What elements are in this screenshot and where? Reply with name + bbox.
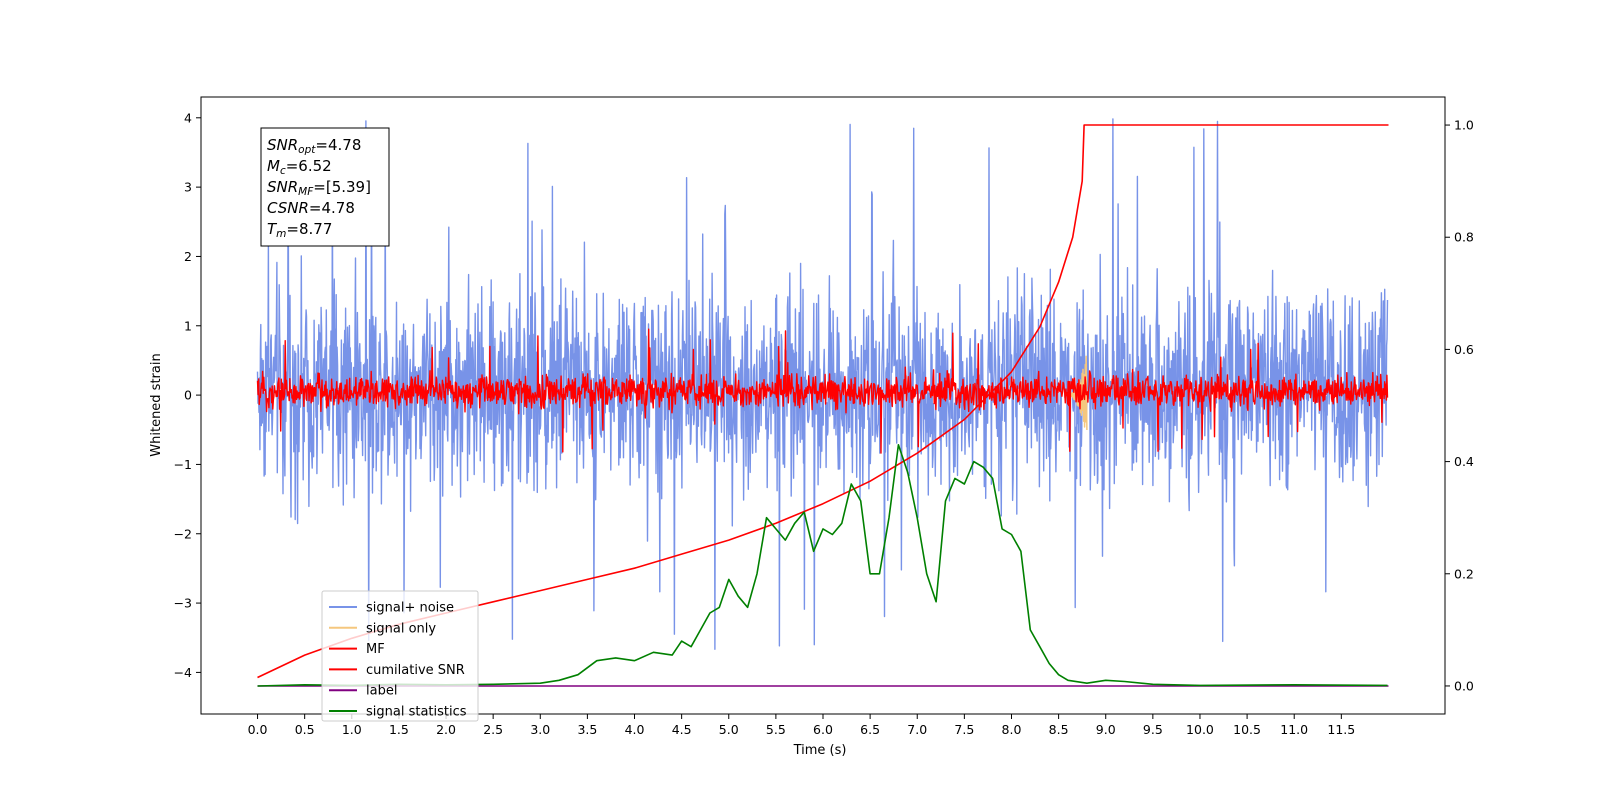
x-tick-label: 1.0 xyxy=(342,722,362,737)
legend-label-signal-only: signal only xyxy=(366,621,436,636)
annotation-line: SNRMF=[5.39] xyxy=(267,178,371,198)
x-tick-label: 11.5 xyxy=(1327,722,1355,737)
x-tick-label: 0.0 xyxy=(248,722,268,737)
legend-label-label: label xyxy=(366,684,397,699)
x-tick-label: 5.0 xyxy=(719,722,739,737)
x-tick-label: 7.0 xyxy=(907,722,927,737)
series-mf-line xyxy=(256,328,1389,454)
annotation-line: Tm=8.77 xyxy=(267,220,332,240)
x-tick-label: 10.5 xyxy=(1233,722,1261,737)
y-tick-label: 2 xyxy=(184,249,192,264)
x-tick-label: 0.5 xyxy=(295,722,315,737)
y-tick-label: 1 xyxy=(184,318,192,333)
y2-tick-label: 0.6 xyxy=(1454,342,1474,357)
y2-tick-label: 0.2 xyxy=(1454,566,1474,581)
x-tick-label: 8.5 xyxy=(1049,722,1069,737)
x-tick-label: 6.5 xyxy=(860,722,880,737)
y-axis-ticks: 4 3 2 1 0 −1 −2 −3 −4 xyxy=(174,110,201,680)
annotation-line: Mc=6.52 xyxy=(267,157,332,177)
y-tick-label: −2 xyxy=(174,526,192,541)
x-tick-label: 4.0 xyxy=(625,722,645,737)
series-signal-statistics-line xyxy=(257,444,1388,687)
y-tick-label: −4 xyxy=(174,665,192,680)
y-tick-label: 3 xyxy=(184,180,192,195)
y2-tick-label: 1.0 xyxy=(1454,118,1474,133)
y-tick-label: −3 xyxy=(174,596,192,611)
y2-tick-label: 0.0 xyxy=(1454,678,1474,693)
x-tick-label: 2.5 xyxy=(483,722,503,737)
x-tick-label: 3.5 xyxy=(577,722,597,737)
y2-tick-label: 0.4 xyxy=(1454,454,1474,469)
y-tick-label: 0 xyxy=(184,388,192,403)
legend: signal+ noise signal only MF cumilative SNR… xyxy=(321,590,479,722)
series-signal-only-line xyxy=(1067,355,1088,431)
x-tick-label: 10.0 xyxy=(1186,722,1214,737)
annotation-line: CSNR=4.78 xyxy=(267,199,355,217)
x-tick-label: 2.0 xyxy=(436,722,456,737)
x-tick-label: 1.5 xyxy=(389,722,409,737)
legend-label-cumilative-snr: cumilative SNR xyxy=(366,663,465,678)
x-tick-label: 5.5 xyxy=(766,722,786,737)
legend-label-mf: MF xyxy=(366,642,385,657)
x-tick-label: 3.0 xyxy=(530,722,550,737)
legend-frame xyxy=(321,590,479,722)
x-axis-label: Time (s) xyxy=(793,743,847,758)
y-tick-label: 4 xyxy=(184,110,192,125)
x-tick-label: 11.0 xyxy=(1280,722,1308,737)
legend-label-signal-noise: signal+ noise xyxy=(366,601,454,616)
x-tick-label: 9.5 xyxy=(1143,722,1163,737)
x-axis-ticks: 0.0 0.5 1.0 1.5 2.0 2.5 3.0 3.5 4.0 4.5 5.0 5.5 6.0 6… xyxy=(248,714,1355,737)
x-tick-label: 6.0 xyxy=(813,722,833,737)
x-tick-label: 7.5 xyxy=(954,722,974,737)
x-tick-label: 4.5 xyxy=(672,722,692,737)
y-axis-label: Whitened strain xyxy=(149,353,164,456)
y2-tick-label: 0.8 xyxy=(1454,230,1474,245)
annotation-line: SNRopt=4.78 xyxy=(267,136,361,156)
y2-axis-ticks: 1.0 0.8 0.6 0.4 0.2 0.0 xyxy=(1445,118,1474,693)
x-tick-label: 9.0 xyxy=(1096,722,1116,737)
y-tick-label: −1 xyxy=(174,457,192,472)
legend-label-signal-statistics: signal statistics xyxy=(366,705,467,720)
x-tick-label: 8.0 xyxy=(1002,722,1022,737)
annotation-frame xyxy=(260,127,390,247)
